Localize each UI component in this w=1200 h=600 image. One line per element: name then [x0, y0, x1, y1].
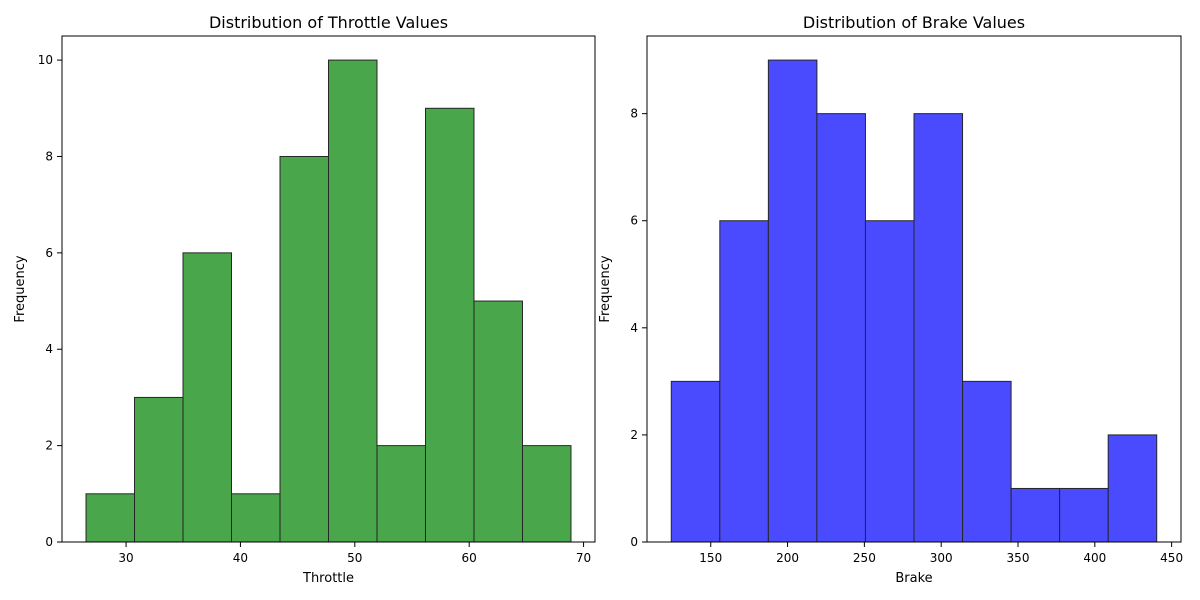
brake-x-tick-label: 350 — [1007, 551, 1030, 565]
brake-bar — [670, 380, 721, 543]
brake-bar — [1010, 487, 1061, 543]
throttle-x-tick-label: 40 — [233, 551, 248, 565]
brake-x-tick-label: 250 — [853, 551, 876, 565]
throttle-bar — [376, 445, 426, 543]
brake-x-tick-label: 450 — [1160, 551, 1183, 565]
brake-bar — [767, 59, 818, 543]
brake-bar — [962, 380, 1012, 543]
throttle-y-tick-label: 10 — [38, 53, 53, 67]
throttle-bar — [473, 300, 523, 543]
throttle-y-tick-label: 8 — [45, 149, 53, 163]
throttle-histogram-panel: 30 40 50 60 70 0 2 4 6 8 10 Distribution of Throttl… — [13, 13, 596, 586]
brake-x-tick-label: 150 — [699, 551, 722, 565]
brake-bar — [1107, 434, 1158, 543]
brake-bar — [864, 220, 915, 543]
brake-chart-title: Distribution of Brake Values — [803, 13, 1025, 32]
brake-y-tick-label: 4 — [630, 321, 638, 335]
throttle-x-tick-label: 70 — [576, 551, 591, 565]
throttle-bar — [182, 252, 233, 543]
brake-axes-frame — [646, 35, 1182, 543]
throttle-y-tick-label: 4 — [45, 342, 53, 356]
brake-y-tick-label: 2 — [630, 428, 638, 442]
brake-y-axis-label: Frequency — [598, 255, 613, 322]
brake-histogram-panel: 150 200 250 300 350 400 450 0 2 4 6 8 Distribution o… — [598, 13, 1183, 586]
brake-y-tick-label: 0 — [630, 535, 638, 549]
brake-x-tick-label: 300 — [930, 551, 953, 565]
throttle-axes-frame — [61, 35, 596, 543]
throttle-bar — [231, 493, 281, 543]
brake-bar — [719, 220, 769, 543]
brake-x-tick-label: 400 — [1083, 551, 1106, 565]
throttle-bar — [85, 493, 136, 543]
brake-y-tick-label: 6 — [630, 214, 638, 228]
throttle-y-tick-label: 2 — [45, 439, 53, 453]
throttle-bar — [424, 107, 475, 543]
throttle-x-tick-label: 30 — [118, 551, 133, 565]
throttle-chart-title: Distribution of Throttle Values — [209, 13, 448, 32]
throttle-y-tick-label: 6 — [45, 246, 53, 260]
throttle-x-tick-label: 50 — [347, 551, 362, 565]
brake-bar — [816, 113, 866, 543]
brake-bar — [1059, 487, 1109, 543]
throttle-bar — [521, 445, 572, 543]
brake-x-axis-label: Brake — [895, 571, 932, 586]
brake-bar — [913, 113, 964, 543]
throttle-x-tick-label: 60 — [462, 551, 477, 565]
throttle-y-tick-label: 0 — [45, 535, 53, 549]
brake-y-tick-label: 8 — [630, 107, 638, 121]
brake-x-tick-label: 200 — [776, 551, 799, 565]
throttle-y-axis-label: Frequency — [13, 255, 28, 322]
throttle-bar — [328, 59, 378, 543]
throttle-bar — [279, 155, 330, 543]
throttle-x-axis-label: Throttle — [302, 571, 354, 586]
throttle-bar — [134, 396, 184, 543]
